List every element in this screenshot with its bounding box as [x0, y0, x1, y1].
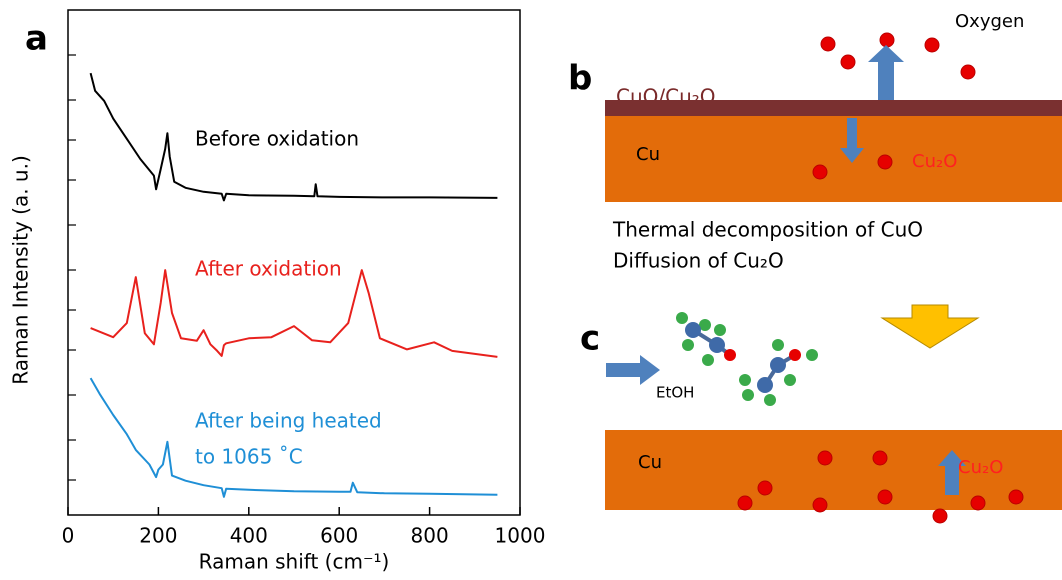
x-tick-label: 1000 — [495, 524, 546, 548]
x-tick-label: 200 — [139, 524, 177, 548]
oxygen-atoms — [821, 33, 975, 79]
caption: Thermal decomposition of CuO — [612, 218, 923, 242]
x-tick-label: 0 — [62, 524, 75, 548]
arrow-up — [868, 45, 904, 100]
x-axis-label: Raman shift (cm⁻¹) — [199, 550, 390, 574]
etoh-label: EtOH — [656, 384, 694, 402]
oxide-layer — [605, 100, 1062, 116]
annotation: to 1065 ˚C — [195, 445, 303, 469]
spectrum-line — [91, 378, 498, 497]
cu-label: Cu — [636, 144, 660, 165]
annotation: Before oxidation — [195, 127, 359, 151]
oxygen-label: Oxygen — [955, 11, 1024, 32]
panel-label: b — [568, 59, 592, 99]
cu2o-label: Cu₂O — [912, 151, 957, 172]
arrow-down-large — [882, 305, 978, 348]
x-tick-label: 600 — [320, 524, 358, 548]
cu2o-atom — [878, 155, 892, 169]
figure: a Raman shift (cm⁻¹) Raman Intensity (a.… — [0, 0, 1062, 580]
panel-label: a — [25, 19, 48, 59]
annotation: After being heated — [195, 409, 382, 433]
x-tick-label: 400 — [230, 524, 268, 548]
caption: Diffusion of Cu₂O — [613, 249, 784, 273]
molecules — [676, 312, 818, 406]
cu2o-label: Cu₂O — [958, 457, 1003, 478]
panel-label: c — [580, 319, 600, 359]
spectrum-line — [91, 270, 498, 357]
arrow-right — [606, 355, 660, 385]
x-tick-label: 800 — [411, 524, 449, 548]
copper-substrate — [605, 116, 1062, 202]
cu2o-atom — [813, 165, 827, 179]
cu-label: Cu — [638, 452, 662, 473]
annotation: After oxidation — [195, 257, 342, 281]
y-axis-label: Raman Intensity (a. u.) — [9, 155, 33, 385]
y-minor-ticks — [68, 55, 76, 480]
